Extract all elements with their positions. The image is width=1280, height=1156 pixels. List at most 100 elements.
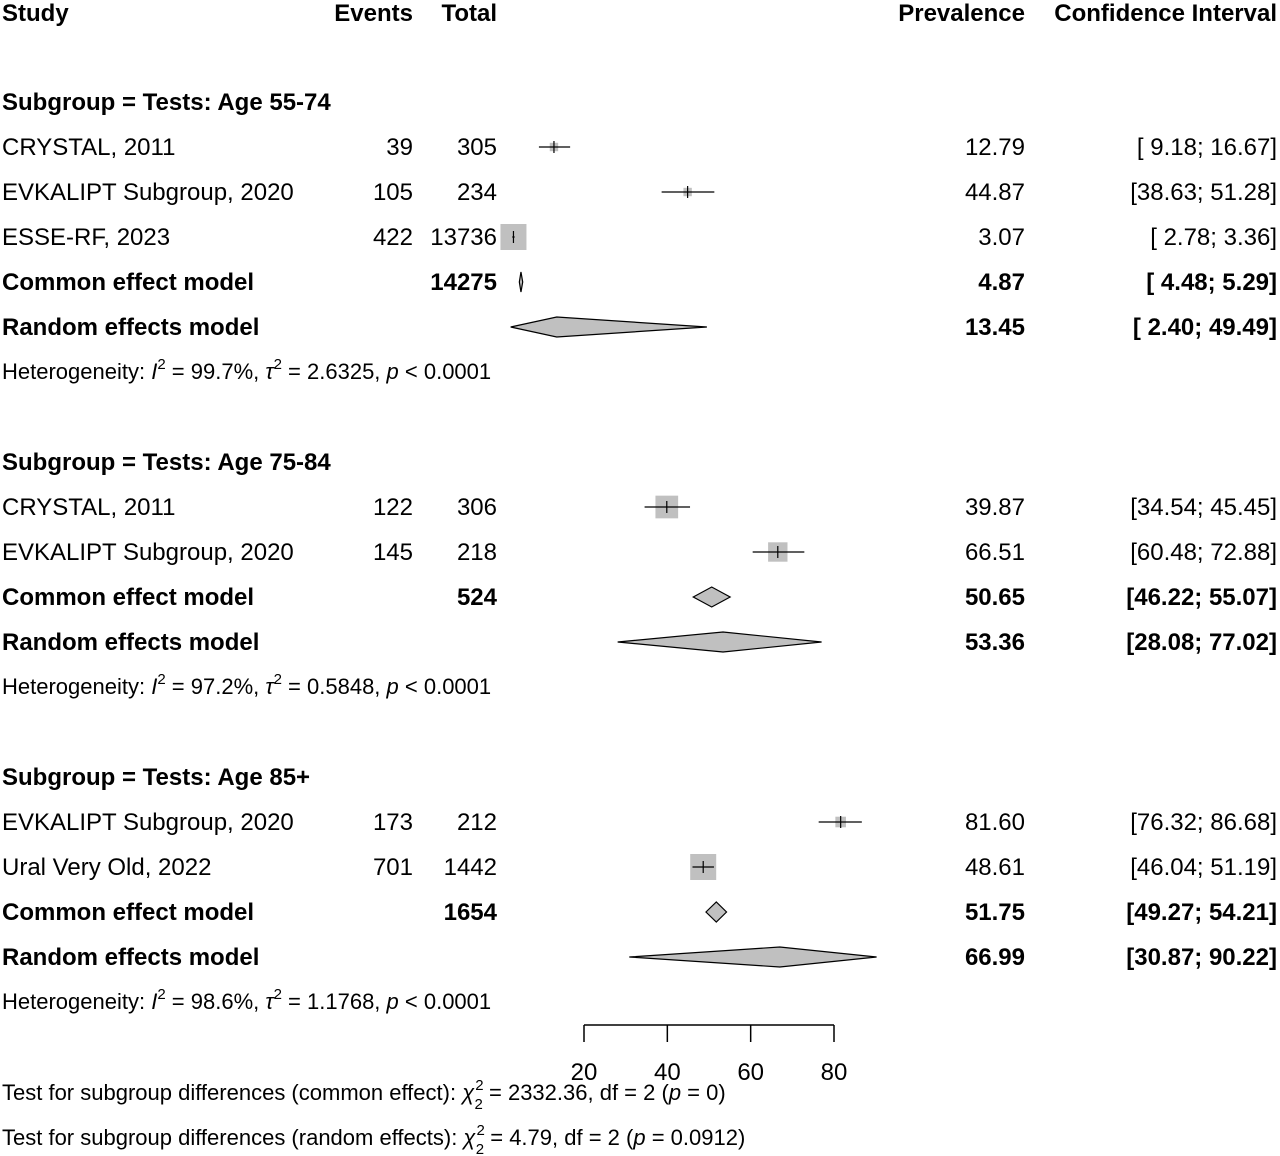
model-prevalence: 53.36 <box>965 629 1025 656</box>
model-prevalence: 13.45 <box>965 314 1025 341</box>
study-total: 212 <box>457 809 497 836</box>
study-total: 234 <box>457 179 497 206</box>
header-events: Events <box>334 0 413 27</box>
study-prevalence: 39.87 <box>965 494 1025 521</box>
random-effects-row: Random effects model 53.36 [28.08; 77.02] <box>2 629 1277 656</box>
study-row: EVKALIPT Subgroup, 2020 105 234 44.87 [38.63… <box>2 179 1277 206</box>
study-prevalence: 12.79 <box>965 134 1025 161</box>
header-row: Study Events Total Prevalence Confidence… <box>2 0 1277 27</box>
study-prevalence: 81.60 <box>965 809 1025 836</box>
model-label: Random effects model <box>2 944 259 971</box>
study-row: EVKALIPT Subgroup, 2020 145 218 66.51 [60.48… <box>2 539 1277 566</box>
study-row: CRYSTAL, 2011 122 306 39.87 [34.54; 45.45] <box>2 494 1277 521</box>
study-name: EVKALIPT Subgroup, 2020 <box>2 179 294 206</box>
study-events: 422 <box>373 224 413 251</box>
study-name: Ural Very Old, 2022 <box>2 854 211 881</box>
study-name: EVKALIPT Subgroup, 2020 <box>2 539 294 566</box>
study-row: CRYSTAL, 2011 39 305 12.79 [ 9.18; 16.67] <box>2 134 1277 161</box>
study-total: 218 <box>457 539 497 566</box>
subgroup-difference-test: Test for subgroup differences (random ef… <box>2 1122 745 1156</box>
model-ci: [30.87; 90.22] <box>1126 944 1277 971</box>
model-ci: [28.08; 77.02] <box>1126 629 1277 656</box>
common-effect-row: Common effect model 14275 4.87 [ 4.48; 5.29… <box>2 269 1277 296</box>
study-total: 305 <box>457 134 497 161</box>
model-diamond <box>518 271 524 293</box>
study-ci: [34.54; 45.45] <box>1130 494 1277 521</box>
model-ci: [49.27; 54.21] <box>1126 899 1277 926</box>
study-row: Ural Very Old, 2022 701 1442 48.61 [46.04; 5… <box>2 854 1277 881</box>
x-axis: 20 40 60 80 <box>571 1024 848 1086</box>
study-ci: [ 2.78; 3.36] <box>1150 224 1277 251</box>
header-study: Study <box>2 0 69 27</box>
subgroup-title: Subgroup = Tests: Age 85+ <box>2 764 310 791</box>
subgroup-2: Subgroup = Tests: Age 75-84 CRYSTAL, 2011… <box>2 449 1277 699</box>
model-label: Common effect model <box>2 584 254 611</box>
model-label: Random effects model <box>2 629 259 656</box>
study-ci: [38.63; 51.28] <box>1130 179 1277 206</box>
model-label: Common effect model <box>2 899 254 926</box>
x-tick-label: 60 <box>737 1059 764 1086</box>
subgroup-difference-test: Test for subgroup differences (common ef… <box>2 1077 726 1113</box>
x-tick-label: 80 <box>821 1059 848 1086</box>
model-diamond <box>617 631 822 653</box>
study-prevalence: 48.61 <box>965 854 1025 881</box>
random-effects-row: Random effects model 13.45 [ 2.40; 49.49] <box>2 314 1277 341</box>
subgroup-title: Subgroup = Tests: Age 75-84 <box>2 449 331 476</box>
study-events: 39 <box>386 134 413 161</box>
forest-rows: Subgroup = Tests: Age 55-74 CRYSTAL, 2011… <box>2 89 1277 1014</box>
study-ci: [ 9.18; 16.67] <box>1137 134 1277 161</box>
study-events: 105 <box>373 179 413 206</box>
x-tick-label: 40 <box>654 1059 681 1086</box>
random-effects-row: Random effects model 66.99 [30.87; 90.22] <box>2 944 1277 971</box>
model-prevalence: 50.65 <box>965 584 1025 611</box>
heterogeneity-text: Heterogeneity: I2 = 99.7%, τ2 = 2.6325, … <box>2 356 491 384</box>
study-ci: [46.04; 51.19] <box>1130 854 1277 881</box>
model-prevalence: 66.99 <box>965 944 1025 971</box>
subgroup-tests: Test for subgroup differences (common ef… <box>2 1077 745 1156</box>
study-prevalence: 44.87 <box>965 179 1025 206</box>
model-prevalence: 51.75 <box>965 899 1025 926</box>
model-diamond <box>705 901 728 923</box>
study-row: EVKALIPT Subgroup, 2020 173 212 81.60 [76.32… <box>2 809 1277 836</box>
study-row: ESSE-RF, 2023 422 13736 3.07 [ 2.78; 3.36] <box>2 224 1277 251</box>
study-total: 1442 <box>444 854 497 881</box>
subgroup-3: Subgroup = Tests: Age 85+ EVKALIPT Subgro… <box>2 764 1277 1014</box>
x-tick-label: 20 <box>571 1059 598 1086</box>
model-ci: [46.22; 55.07] <box>1126 584 1277 611</box>
model-total: 14275 <box>430 269 497 296</box>
model-total: 1654 <box>444 899 498 926</box>
study-events: 173 <box>373 809 413 836</box>
model-diamond <box>691 586 732 608</box>
study-events: 701 <box>373 854 413 881</box>
model-diamond <box>510 316 707 338</box>
model-ci: [ 4.48; 5.29] <box>1146 269 1277 296</box>
study-events: 145 <box>373 539 413 566</box>
study-total: 306 <box>457 494 497 521</box>
common-effect-row: Common effect model 1654 51.75 [49.27; 54.2… <box>2 899 1277 926</box>
model-label: Random effects model <box>2 314 259 341</box>
model-diamond <box>629 946 877 968</box>
model-label: Common effect model <box>2 269 254 296</box>
study-total: 13736 <box>430 224 497 251</box>
header-prevalence: Prevalence <box>898 0 1025 27</box>
common-effect-row: Common effect model 524 50.65 [46.22; 55.07… <box>2 584 1277 611</box>
model-ci: [ 2.40; 49.49] <box>1133 314 1277 341</box>
heterogeneity-text: Heterogeneity: I2 = 98.6%, τ2 = 1.1768, … <box>2 986 491 1014</box>
model-total: 524 <box>457 584 498 611</box>
study-ci: [76.32; 86.68] <box>1130 809 1277 836</box>
heterogeneity-text: Heterogeneity: I2 = 97.2%, τ2 = 0.5848, … <box>2 671 491 699</box>
subgroup-1: Subgroup = Tests: Age 55-74 CRYSTAL, 2011… <box>2 89 1277 384</box>
header-total: Total <box>441 0 497 27</box>
study-name: EVKALIPT Subgroup, 2020 <box>2 809 294 836</box>
header-confidence-interval: Confidence Interval <box>1054 0 1277 27</box>
study-events: 122 <box>373 494 413 521</box>
model-prevalence: 4.87 <box>978 269 1025 296</box>
study-name: CRYSTAL, 2011 <box>2 134 175 161</box>
study-prevalence: 66.51 <box>965 539 1025 566</box>
study-name: CRYSTAL, 2011 <box>2 494 175 521</box>
study-prevalence: 3.07 <box>978 224 1025 251</box>
subgroup-title: Subgroup = Tests: Age 55-74 <box>2 89 331 116</box>
study-name: ESSE-RF, 2023 <box>2 224 170 251</box>
